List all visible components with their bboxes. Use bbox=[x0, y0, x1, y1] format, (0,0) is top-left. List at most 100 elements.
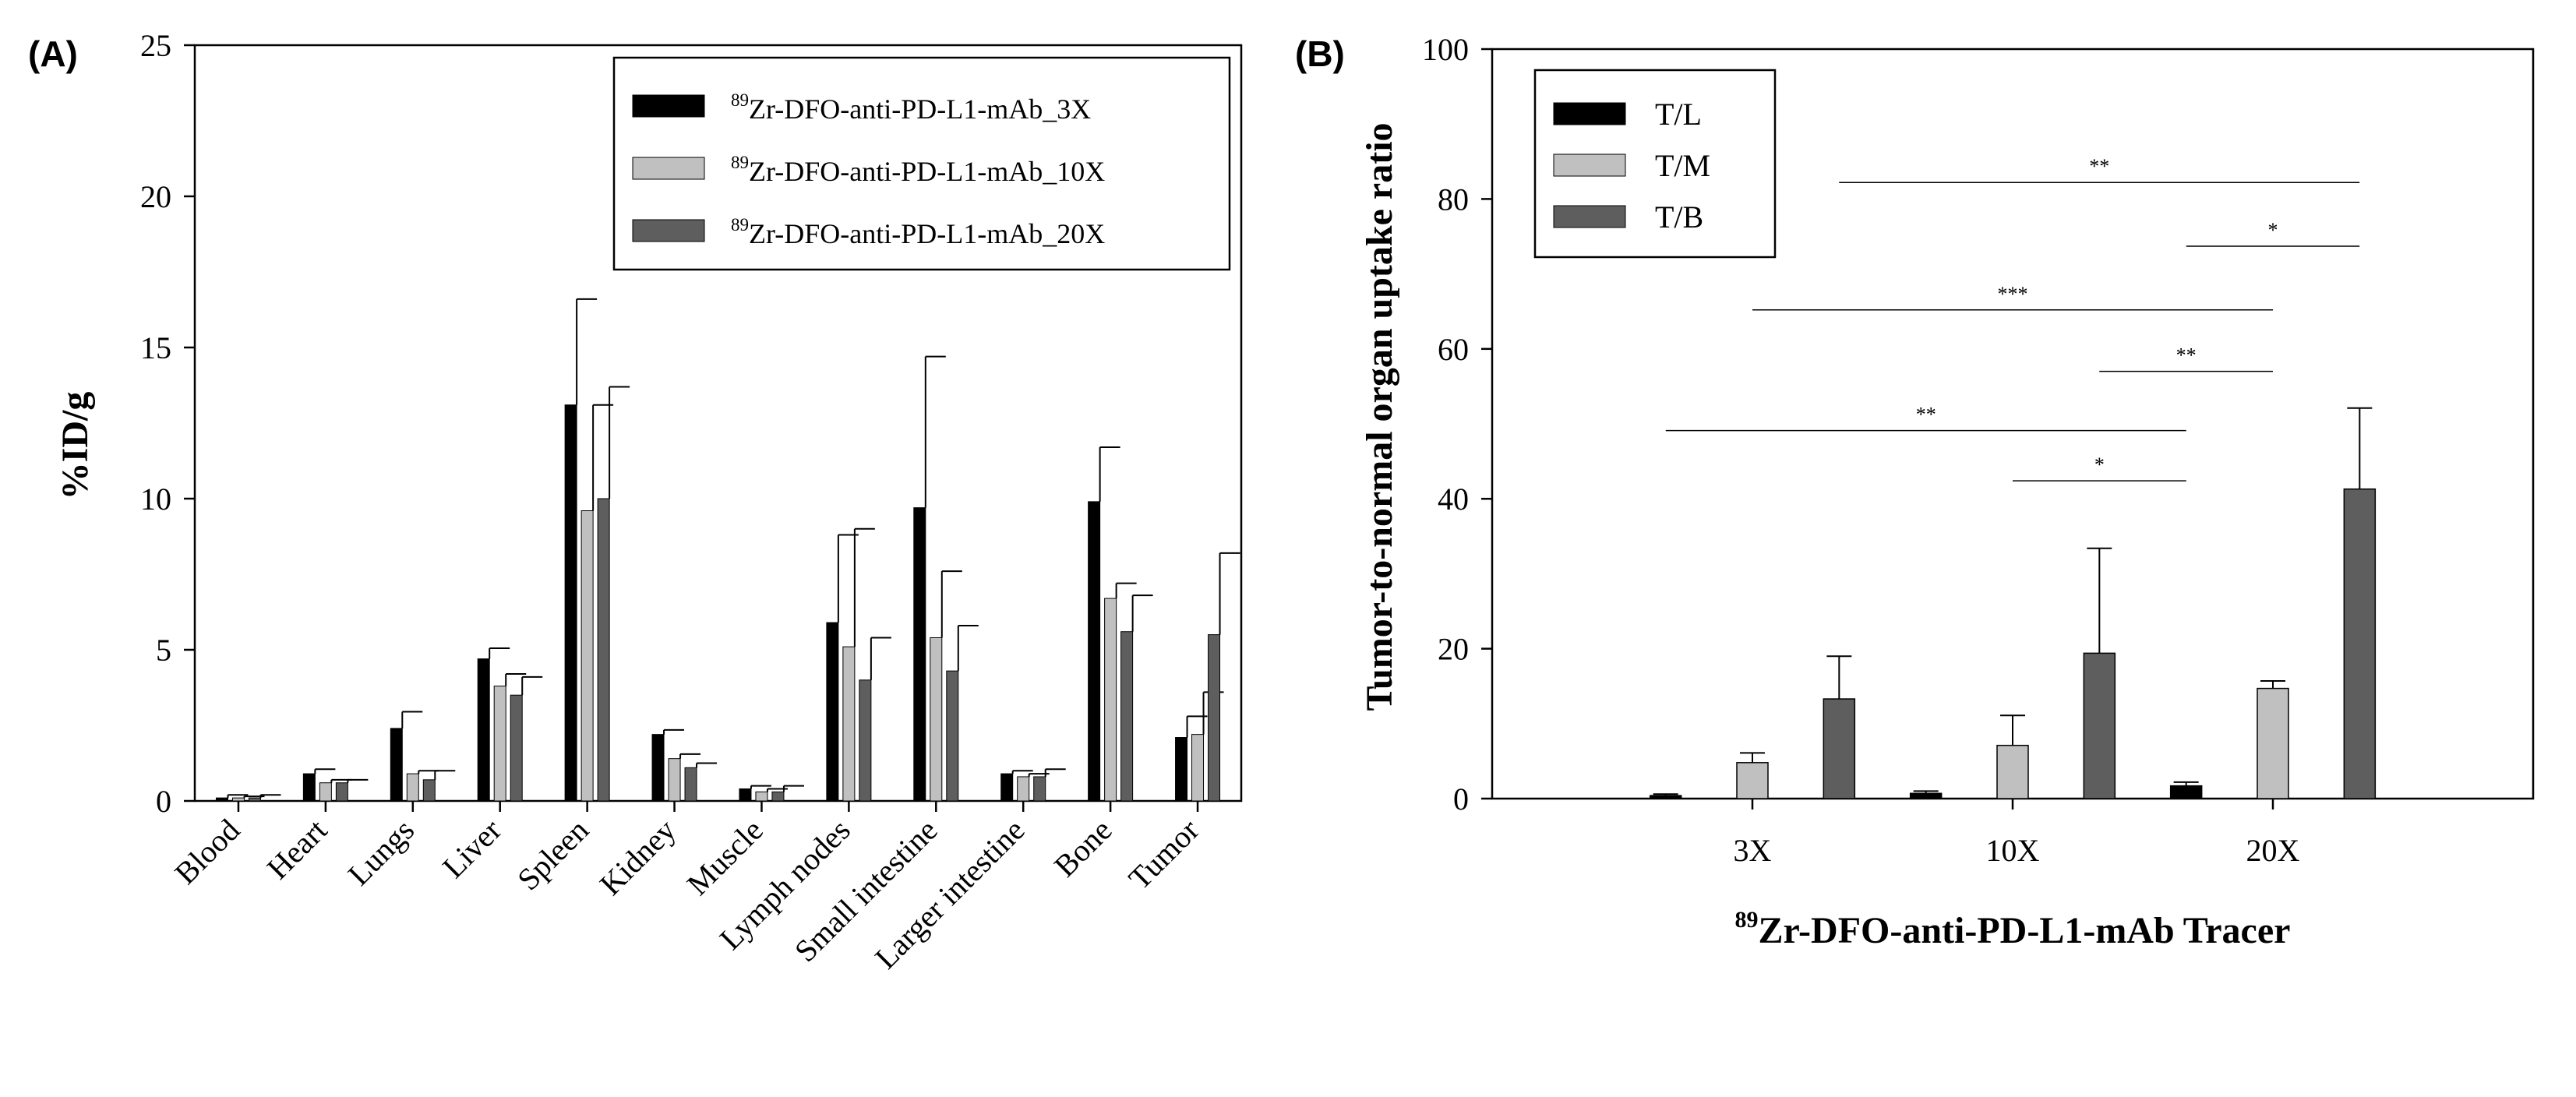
panel-a-x-tick-label: Heart bbox=[260, 813, 334, 887]
panel-a-bar bbox=[739, 788, 752, 802]
panel-a-bar bbox=[1088, 501, 1101, 802]
panel-b-y-tick-label: 20 bbox=[1438, 632, 1469, 667]
panel-a-bar bbox=[319, 782, 332, 802]
panel-b-bar bbox=[1909, 792, 1943, 799]
panel-a-bar bbox=[1104, 598, 1117, 802]
panel-b-label: (B) bbox=[1295, 34, 1345, 74]
panel-a-plot-frame bbox=[193, 44, 1243, 802]
panel-b-x-axis-title: 89Zr-DFO-anti-PD-L1-mAb Tracer bbox=[1735, 907, 2291, 951]
panel-a-x-tick-label: Tumor bbox=[1122, 813, 1206, 897]
panel-b-legend-label: T/M bbox=[1655, 148, 1710, 183]
panel-b-y-tick-label: 100 bbox=[1422, 32, 1469, 67]
panel-a-y-tick-label: 15 bbox=[140, 330, 171, 365]
panel-b-y-tick-label: 80 bbox=[1438, 182, 1469, 217]
panel-a-bar bbox=[1175, 737, 1188, 802]
panel-b-bar bbox=[2257, 687, 2289, 799]
panel-b-x-tick-label: 20X bbox=[2246, 833, 2300, 868]
panel-a-bar bbox=[597, 498, 610, 802]
panel-b-legend-swatch bbox=[1553, 102, 1626, 125]
panel-b-legend-label: T/L bbox=[1655, 97, 1702, 132]
panel-a-bar bbox=[930, 637, 943, 802]
panel-a-plot: 0 5 10 15 20 25 Blood Heart Lungs Liver SpleenKidn… bbox=[140, 28, 1243, 976]
panel-b-bar bbox=[2343, 488, 2377, 799]
panel-a-bar bbox=[477, 658, 490, 802]
panel-b-significance-label: ** bbox=[2176, 344, 2197, 367]
panel-b-significance-label: *** bbox=[1998, 283, 2028, 305]
panel-a-bar bbox=[913, 507, 926, 802]
panel-a-x-tick-label: Lungs bbox=[341, 813, 422, 893]
panel-a-legend-label-text: Zr-DFO-anti-PD-L1-mAb_10X bbox=[749, 156, 1105, 187]
panel-a-bar bbox=[755, 791, 768, 802]
panel-a-bar bbox=[231, 797, 245, 802]
panel-a-bar bbox=[651, 734, 665, 802]
panel-a-bar bbox=[1120, 631, 1134, 802]
panel-b-significance-label: ** bbox=[2089, 155, 2109, 178]
panel-b-y-axis-title: Tumor-to-normal organ uptake ratio bbox=[1359, 122, 1400, 711]
panel-a-legend-label: 89Zr-DFO-anti-PD-L1-mAb_3X bbox=[731, 90, 1091, 125]
panel-a-x-tick-label: Kidney bbox=[593, 813, 683, 902]
panel-a-legend-box bbox=[612, 56, 1231, 271]
panel-b-significance-label: * bbox=[2268, 219, 2278, 242]
panel-a-x-tick-label: Blood bbox=[168, 813, 246, 891]
panel-a-bar bbox=[390, 728, 403, 802]
panel-b-bar bbox=[2169, 785, 2203, 799]
panel-b-legend-swatch bbox=[1553, 153, 1626, 177]
panel-a-x-tick-label: Spleen bbox=[510, 813, 595, 898]
panel-a-bar bbox=[1191, 734, 1205, 802]
panel-a-y-tick-label: 0 bbox=[156, 784, 171, 819]
panel-a-bar bbox=[493, 686, 506, 802]
panel-a-legend-label-text: Zr-DFO-anti-PD-L1-mAb_20X bbox=[749, 218, 1105, 249]
panel-a-bar bbox=[668, 758, 681, 802]
panel-b-y-tick-label: 40 bbox=[1438, 481, 1469, 517]
panel-a-bar bbox=[842, 646, 856, 802]
panel-a-legend-label-text: Zr-DFO-anti-PD-L1-mAb_3X bbox=[749, 93, 1091, 125]
panel-a-bar bbox=[1000, 773, 1014, 802]
panel-b-x-tick-label: 3X bbox=[1734, 833, 1772, 868]
panel-a-bar bbox=[1033, 776, 1046, 802]
panel-a-bar bbox=[422, 779, 436, 802]
panel-a-y-tick-label: 5 bbox=[156, 633, 171, 668]
panel-b-y-tick-label: 60 bbox=[1438, 332, 1469, 367]
panel-a-legend-label-sup: 89 bbox=[731, 215, 749, 235]
panel-a-y-tick-label: 10 bbox=[140, 481, 171, 517]
panel-a-label: (A) bbox=[28, 34, 78, 74]
panel-a-legend-swatch bbox=[632, 94, 705, 118]
panel-b-bar bbox=[2083, 652, 2116, 799]
panel-a-bar bbox=[1017, 776, 1030, 802]
panel-a-bar bbox=[1208, 634, 1221, 802]
panel-b-x-axis-title-text: Zr-DFO-anti-PD-L1-mAb Tracer bbox=[1759, 910, 2291, 951]
panel-a-bar bbox=[248, 797, 261, 802]
panel-a-bar bbox=[335, 782, 348, 802]
panel-b-x-axis-title-sup: 89 bbox=[1735, 907, 1759, 933]
panel-a-bar bbox=[771, 791, 785, 802]
panel-b-bar bbox=[1996, 744, 2029, 799]
panel-a-y-tick-label: 25 bbox=[140, 28, 171, 63]
panel-a-bar bbox=[215, 797, 228, 802]
panel-a-bar bbox=[510, 694, 523, 802]
panel-a-x-tick-label: Bone bbox=[1047, 813, 1119, 884]
panel-a-y-tick-label: 20 bbox=[140, 179, 171, 214]
panel-b-legend-label: T/B bbox=[1655, 199, 1703, 235]
panel-b-bar bbox=[1736, 762, 1769, 799]
panel-a-bar bbox=[684, 767, 697, 802]
panel-b-bar bbox=[1649, 795, 1682, 799]
panel-a-bar bbox=[826, 622, 839, 802]
panel-b-y-tick-label: 0 bbox=[1453, 781, 1469, 817]
panel-a-y-axis-title: %ID/g bbox=[55, 392, 96, 500]
panel-a-bar bbox=[580, 510, 594, 802]
panel-a-legend-label-sup: 89 bbox=[731, 153, 749, 172]
panel-a-bar bbox=[564, 404, 577, 802]
panel-a-bar bbox=[859, 679, 872, 802]
panel-a-bar bbox=[406, 773, 419, 802]
panel-a-legend-label: 89Zr-DFO-anti-PD-L1-mAb_10X bbox=[731, 153, 1105, 187]
panel-b-significance-label: ** bbox=[1916, 404, 1936, 426]
panel-b-legend-swatch bbox=[1553, 205, 1626, 228]
panel-a-x-tick-label: Larger intestine bbox=[868, 813, 1032, 976]
panel-a-legend-label-sup: 89 bbox=[731, 90, 749, 110]
panel-a-bar bbox=[302, 773, 316, 802]
panel-b-bar bbox=[1823, 698, 1856, 799]
panel-a-legend-swatch bbox=[632, 157, 705, 180]
panel-a-bar bbox=[946, 670, 959, 802]
